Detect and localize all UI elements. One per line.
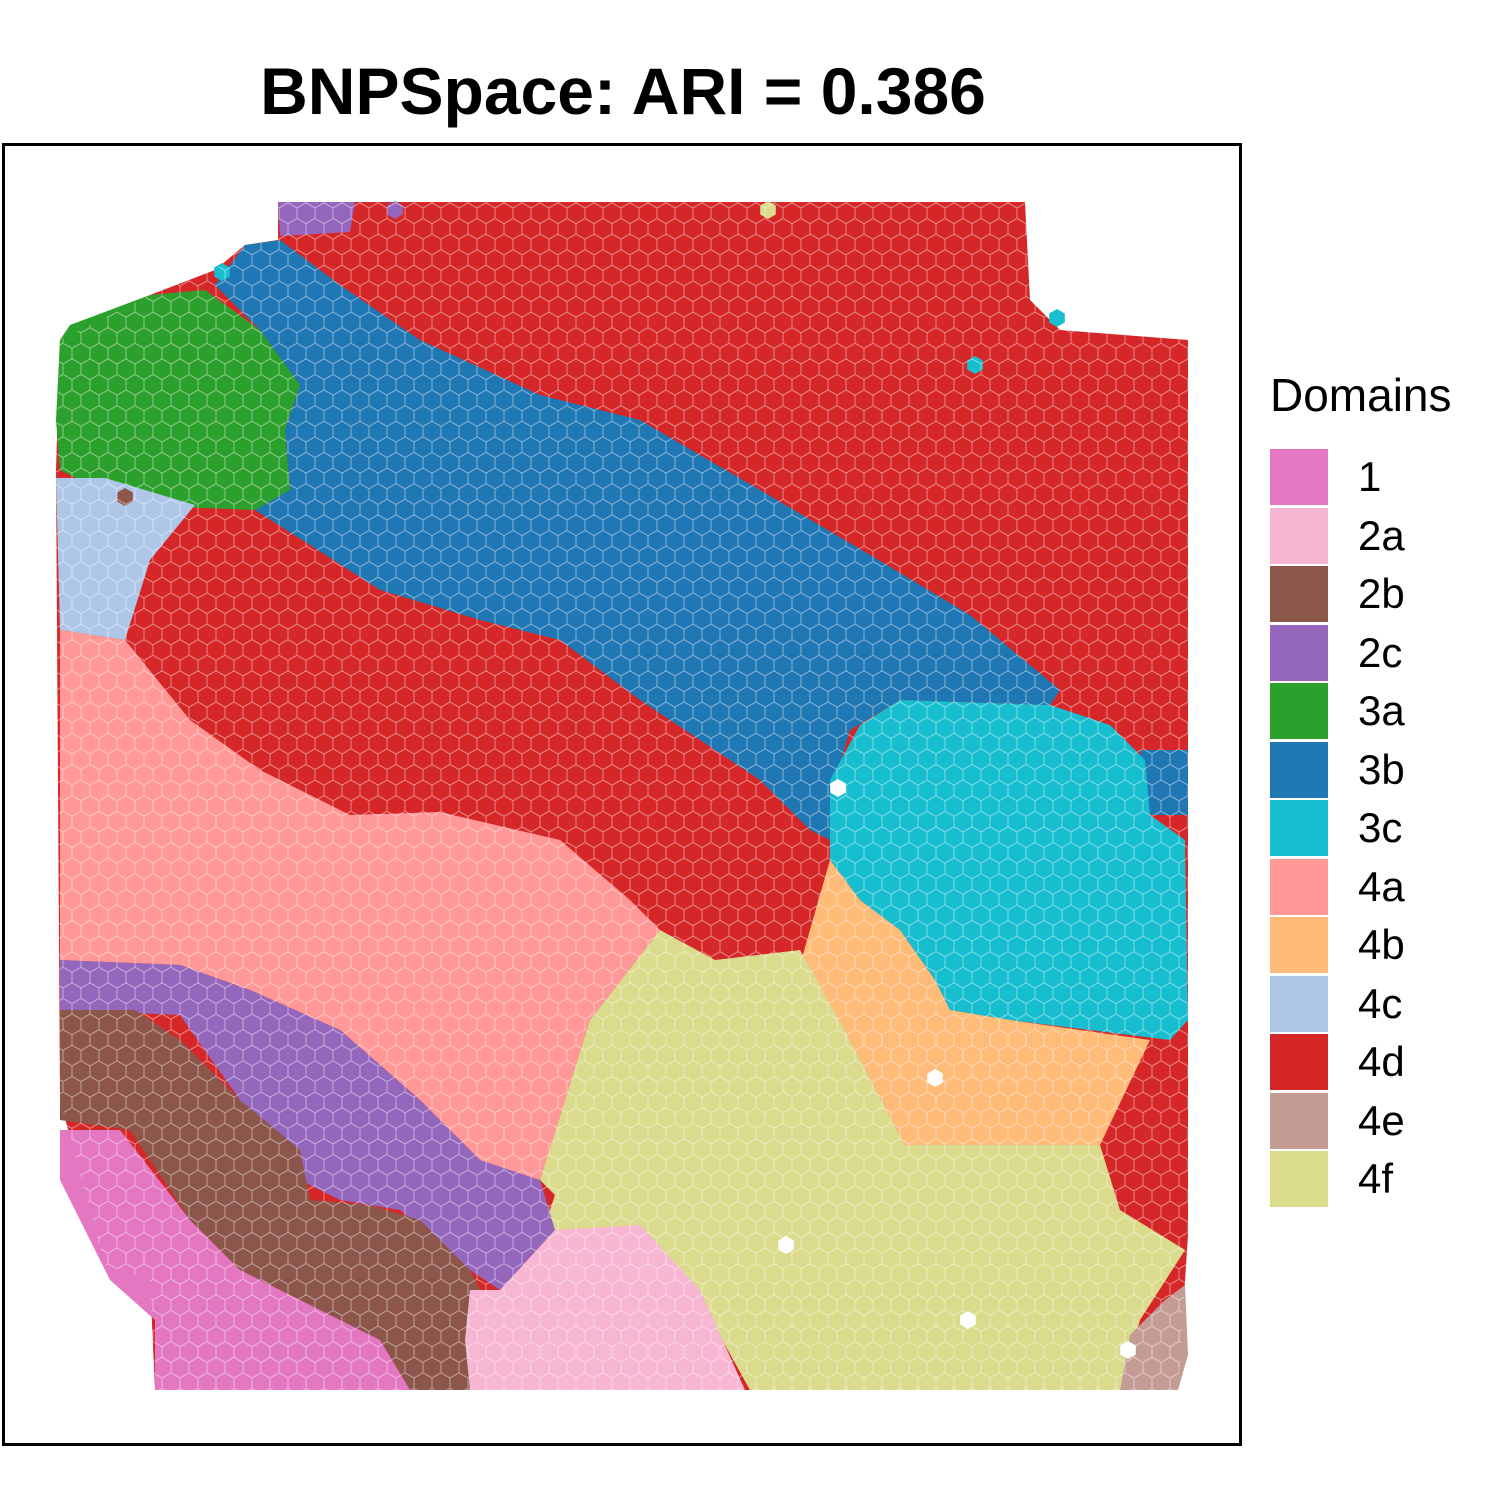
legend-entry-2b: 2b bbox=[1270, 565, 1452, 624]
legend-label-4d: 4d bbox=[1358, 1038, 1405, 1086]
legend-label-2b: 2b bbox=[1358, 570, 1405, 618]
legend-entry-3a: 3a bbox=[1270, 682, 1452, 741]
legend-label-3c: 3c bbox=[1358, 804, 1403, 852]
legend-label-3b: 3b bbox=[1358, 745, 1405, 793]
legend-label-3a: 3a bbox=[1358, 687, 1405, 735]
chart-title: BNPSpace: ARI = 0.386 bbox=[260, 54, 986, 128]
legend-key-3c bbox=[1270, 800, 1328, 857]
legend-label-4b: 4b bbox=[1358, 921, 1405, 969]
legend-key-4c bbox=[1270, 975, 1328, 1032]
spot-grid-overlay bbox=[56, 202, 1188, 1390]
legend-entry-4c: 4c bbox=[1270, 975, 1452, 1034]
legend-entry-4a: 4a bbox=[1270, 858, 1452, 917]
legend-entries: 1 2a 2b 2c 3a 3b 3c 4a 4b 4c 4d 4e 4f bbox=[1270, 448, 1452, 1209]
legend-label-4e: 4e bbox=[1358, 1096, 1405, 1144]
legend-label-1: 1 bbox=[1358, 453, 1382, 501]
legend-key-4d bbox=[1270, 1034, 1328, 1091]
legend-key-4a bbox=[1270, 858, 1328, 915]
legend-key-2c bbox=[1270, 624, 1328, 681]
legend-key-2a bbox=[1270, 507, 1328, 564]
legend-entry-4f: 4f bbox=[1270, 1150, 1452, 1209]
legend-entry-3b: 3b bbox=[1270, 741, 1452, 800]
legend-title: Domains bbox=[1270, 369, 1452, 421]
legend: Domains 1 2a 2b 2c 3a 3b 3c 4a 4b 4c 4d 4e 4f bbox=[1270, 372, 1452, 1209]
legend-entry-3c: 3c bbox=[1270, 799, 1452, 858]
legend-key-1 bbox=[1270, 449, 1328, 506]
legend-entry-2c: 2c bbox=[1270, 624, 1452, 683]
legend-entry-4d: 4d bbox=[1270, 1033, 1452, 1092]
legend-key-4b bbox=[1270, 917, 1328, 974]
legend-entry-4b: 4b bbox=[1270, 916, 1452, 975]
legend-label-4c: 4c bbox=[1358, 979, 1403, 1027]
legend-label-2c: 2c bbox=[1358, 628, 1403, 676]
legend-entry-1: 1 bbox=[1270, 448, 1452, 507]
legend-key-4f bbox=[1270, 1151, 1328, 1208]
legend-label-2a: 2a bbox=[1358, 511, 1405, 559]
spot-3c-b bbox=[1049, 309, 1065, 327]
legend-key-3a bbox=[1270, 683, 1328, 740]
legend-key-3b bbox=[1270, 741, 1328, 798]
legend-key-2b bbox=[1270, 566, 1328, 623]
legend-label-4f: 4f bbox=[1358, 1155, 1394, 1203]
legend-entry-2a: 2a bbox=[1270, 507, 1452, 566]
legend-label-4a: 4a bbox=[1358, 862, 1405, 910]
legend-key-4e bbox=[1270, 1092, 1328, 1149]
legend-entry-4e: 4e bbox=[1270, 1092, 1452, 1151]
